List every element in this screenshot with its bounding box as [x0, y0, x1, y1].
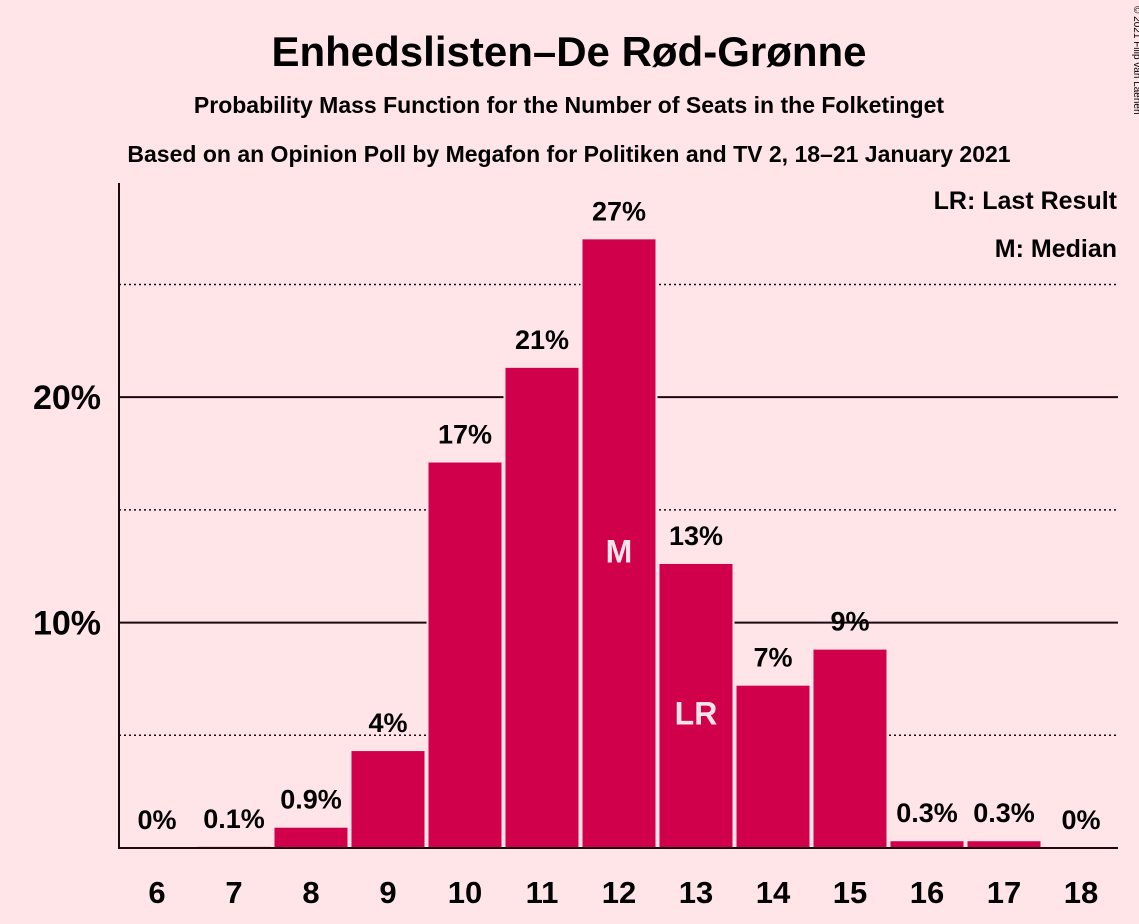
- data-label-18: 0%: [1061, 805, 1100, 835]
- y-axis-ticks: 10% 20%: [33, 379, 101, 642]
- x-tick-label: 9: [379, 875, 396, 910]
- y-tick-label: 10%: [33, 605, 101, 643]
- bar-13: [659, 563, 733, 848]
- bar-10: [428, 462, 502, 848]
- legend-entry: LR: Last Result: [934, 187, 1118, 215]
- bar-15: [813, 649, 887, 848]
- data-label-6: 0%: [137, 805, 176, 835]
- bar-8: [274, 827, 348, 848]
- x-tick-label: 6: [148, 875, 165, 910]
- x-axis-ticks: 6 7 8 9 10 11 12 13 14 15 16 17 18: [148, 875, 1098, 910]
- x-tick-label: 18: [1064, 875, 1098, 910]
- y-tick-label: 20%: [33, 379, 101, 417]
- copyright-note: © 2021 Filip van Laenen: [1131, 6, 1139, 115]
- chart-title: Enhedslisten–De Rød-Grønne: [271, 28, 866, 75]
- x-tick-label: 8: [302, 875, 319, 910]
- bar-17: [967, 841, 1041, 848]
- x-tick-label: 16: [910, 875, 944, 910]
- data-labels: 0% 0.1% 0.9% 4% 17% 21% 27% 13% 7% 9% 0.3% 0.3% 0%: [137, 196, 1100, 835]
- x-tick-label: 10: [448, 875, 482, 910]
- chart-subtitle-2: Based on an Opinion Poll by Megafon for …: [127, 141, 1010, 167]
- x-tick-label: 15: [833, 875, 867, 910]
- bar-16: [890, 841, 964, 848]
- x-tick-label: 13: [679, 875, 713, 910]
- data-label-8: 0.9%: [280, 785, 342, 815]
- data-label-12: 27%: [592, 196, 646, 226]
- chart-subtitle: Probability Mass Function for the Number…: [194, 92, 944, 118]
- marker-lr: LR: [675, 696, 718, 732]
- data-label-7: 0.1%: [203, 804, 265, 834]
- x-tick-label: 7: [225, 875, 242, 910]
- data-label-15: 9%: [830, 607, 869, 637]
- legend: LR: Last Result M: Median: [934, 187, 1118, 263]
- x-tick-label: 11: [526, 875, 559, 910]
- bar-12: [582, 239, 656, 848]
- bar-markers: M LR: [606, 533, 718, 731]
- x-tick-label: 17: [987, 875, 1021, 910]
- data-label-13: 13%: [669, 521, 723, 551]
- data-label-16: 0.3%: [896, 798, 958, 828]
- bar-11: [505, 367, 579, 848]
- legend-entry: M: Median: [995, 235, 1117, 263]
- data-label-17: 0.3%: [973, 798, 1035, 828]
- bar-halo: [195, 844, 273, 848]
- data-label-14: 7%: [753, 643, 792, 673]
- x-tick-label: 12: [602, 875, 636, 910]
- bar-9: [351, 751, 425, 848]
- data-label-11: 21%: [515, 325, 569, 355]
- data-label-10: 17%: [438, 420, 492, 450]
- marker-m: M: [606, 533, 633, 569]
- data-label-9: 4%: [368, 708, 407, 738]
- bars: [195, 237, 1043, 848]
- x-tick-label: 14: [756, 875, 791, 910]
- bar-14: [736, 685, 810, 848]
